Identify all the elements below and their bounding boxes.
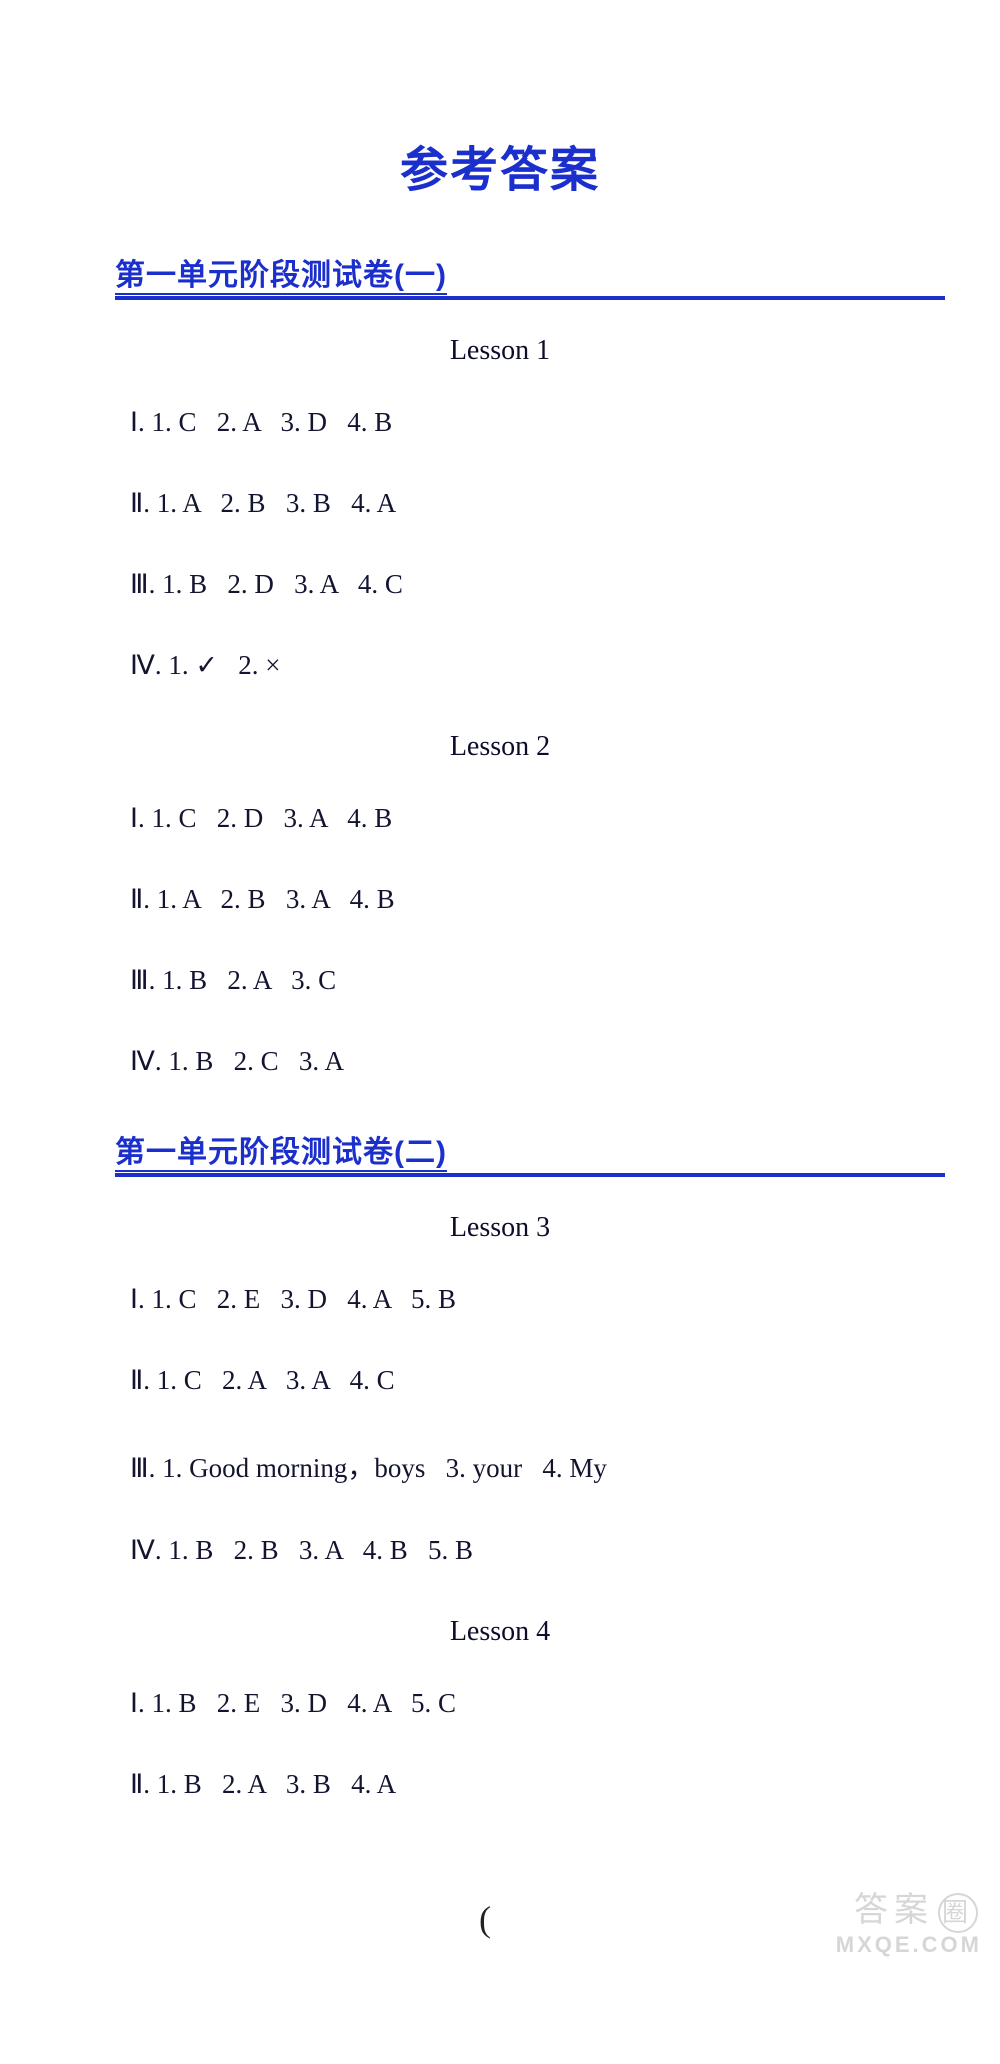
answer-key-page: 参考答案 第一单元阶段测试卷(一) Lesson 1 Ⅰ. 1. C 2. A … xyxy=(0,0,1000,1970)
lesson-2-row-2: Ⅱ. 1. A 2. B 3. A 4. B xyxy=(130,884,940,915)
section-header-2: 第一单元阶段测试卷(二) xyxy=(115,1127,945,1177)
lesson-4-title: Lesson 4 xyxy=(0,1616,1000,1648)
page-gutter-mark: ( xyxy=(0,1898,1000,1940)
lesson-2-row-3: Ⅲ. 1. B 2. A 3. C xyxy=(130,965,940,996)
lesson-1-title: Lesson 1 xyxy=(0,335,1000,367)
lesson-1-row-3: Ⅲ. 1. B 2. D 3. A 4. C xyxy=(130,569,940,600)
lesson-1-row-1: Ⅰ. 1. C 2. A 3. D 4. B xyxy=(130,407,940,438)
lesson-3-row-4: Ⅳ. 1. B 2. B 3. A 4. B 5. B xyxy=(130,1535,940,1566)
lesson-1-row-4: Ⅳ. 1. ✓ 2. × xyxy=(130,650,940,681)
section-header-2-text: 第一单元阶段测试卷(二) xyxy=(115,1136,447,1172)
lesson-3-row-1: Ⅰ. 1. C 2. E 3. D 4. A 5. B xyxy=(130,1284,940,1315)
lesson-3-title: Lesson 3 xyxy=(0,1212,1000,1244)
lesson-3-row-2: Ⅱ. 1. C 2. A 3. A 4. C xyxy=(130,1365,940,1396)
lesson-4-row-2: Ⅱ. 1. B 2. A 3. B 4. A xyxy=(130,1769,940,1800)
lesson-1-row-2: Ⅱ. 1. A 2. B 3. B 4. A xyxy=(130,488,940,519)
lesson-3-row-3: Ⅲ. 1. Good morning，boys 3. your 4. My xyxy=(130,1446,940,1485)
lesson-4-row-1: Ⅰ. 1. B 2. E 3. D 4. A 5. C xyxy=(130,1688,940,1719)
page-title: 参考答案 xyxy=(0,130,1000,200)
lesson-2-row-1: Ⅰ. 1. C 2. D 3. A 4. B xyxy=(130,803,940,834)
lesson-2-title: Lesson 2 xyxy=(0,731,1000,763)
section-header-1: 第一单元阶段测试卷(一) xyxy=(115,250,945,300)
lesson-2-row-4: Ⅳ. 1. B 2. C 3. A xyxy=(130,1046,940,1077)
section-header-1-text: 第一单元阶段测试卷(一) xyxy=(115,259,447,295)
